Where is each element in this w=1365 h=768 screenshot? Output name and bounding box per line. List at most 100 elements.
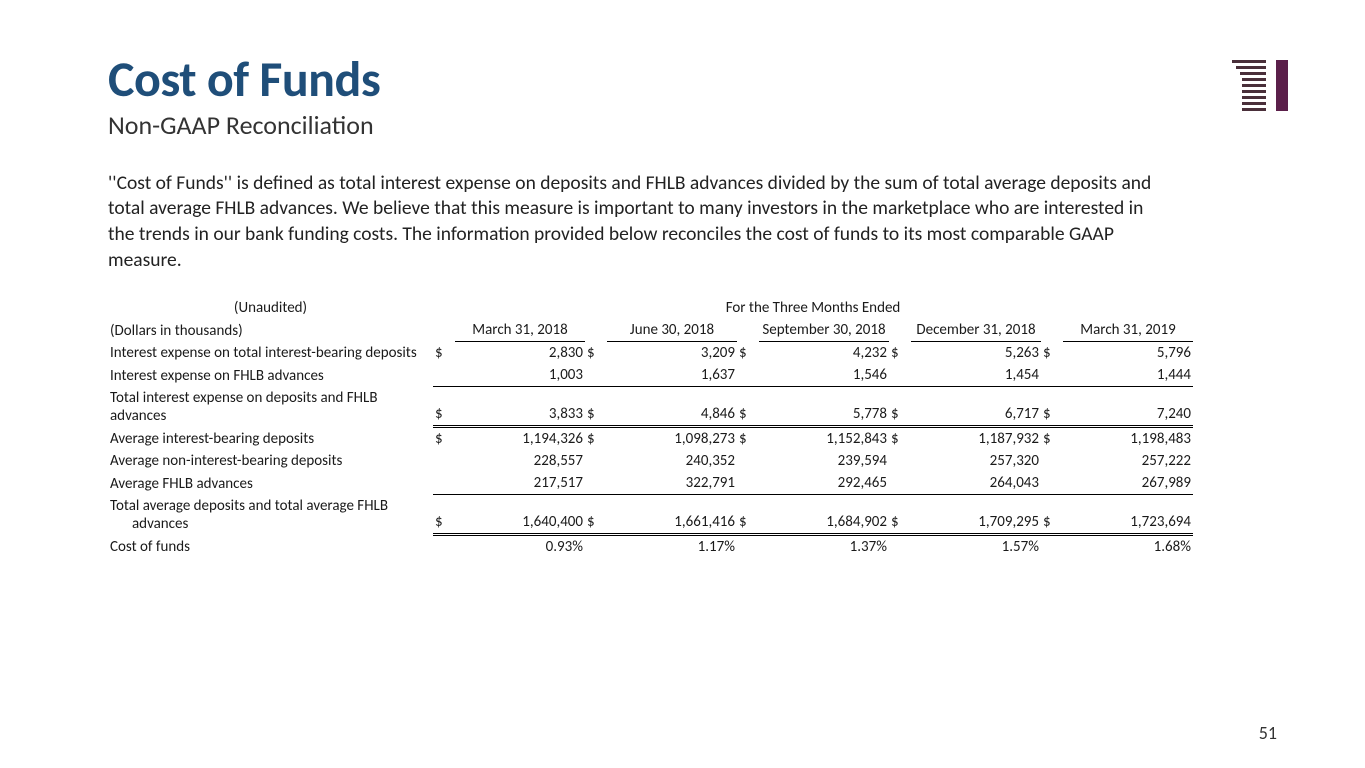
table-currency: $ xyxy=(1041,342,1063,365)
table-currency: $ xyxy=(585,427,607,451)
table-currency: $ xyxy=(585,387,607,427)
table-row-label: Interest expense on FHLB advances xyxy=(108,364,433,387)
table-currency: $ xyxy=(433,387,455,427)
table-currency xyxy=(433,364,455,387)
table-currency: $ xyxy=(889,495,911,535)
table-currency xyxy=(433,450,455,472)
table-value: 1.17% xyxy=(607,535,737,559)
table-row: Average interest-bearing deposits$ 1,194… xyxy=(108,427,1193,451)
table-currency xyxy=(889,535,911,559)
table-value: 264,043 xyxy=(911,472,1041,495)
table-cell xyxy=(889,319,911,342)
table-currency xyxy=(737,364,759,387)
table-value: 1,684,902 xyxy=(759,495,889,535)
description-paragraph: ''Cost of Funds'' is defined as total in… xyxy=(108,171,1158,274)
table-value: 5,796 xyxy=(1063,342,1193,365)
table-value: 217,517 xyxy=(455,472,585,495)
table-currency xyxy=(585,450,607,472)
table-currency: $ xyxy=(889,387,911,427)
table-currency: $ xyxy=(1041,427,1063,451)
page-title: Cost of Funds xyxy=(108,54,1260,107)
table-value: 292,465 xyxy=(759,472,889,495)
table-value: 257,222 xyxy=(1063,450,1193,472)
table-currency: $ xyxy=(737,387,759,427)
table-cell xyxy=(1041,319,1063,342)
table-cell xyxy=(737,319,759,342)
table-value: 6,717 xyxy=(911,387,1041,427)
table-row-label: Cost of funds xyxy=(108,535,433,559)
table-cell: (Unaudited) xyxy=(108,297,433,319)
table-value: 1,640,400 xyxy=(455,495,585,535)
table-value: 1,709,295 xyxy=(911,495,1041,535)
table-value: 1,454 xyxy=(911,364,1041,387)
table-currency xyxy=(737,450,759,472)
table-value: 1,152,843 xyxy=(759,427,889,451)
table-value: 239,594 xyxy=(759,450,889,472)
table-value: 4,846 xyxy=(607,387,737,427)
table-currency xyxy=(737,472,759,495)
table-row: Interest expense on total interest-beari… xyxy=(108,342,1193,365)
table-value: 3,833 xyxy=(455,387,585,427)
table-row: Total average deposits and total average… xyxy=(108,495,1193,535)
table-value: 5,778 xyxy=(759,387,889,427)
table-value: 228,557 xyxy=(455,450,585,472)
table-currency: $ xyxy=(433,342,455,365)
table-currency: $ xyxy=(1041,387,1063,427)
table-row-label: Total average deposits and total average… xyxy=(108,495,433,535)
table-cell xyxy=(585,319,607,342)
table-currency xyxy=(889,472,911,495)
table-cell xyxy=(433,319,455,342)
table-value: 257,320 xyxy=(911,450,1041,472)
page-number: 51 xyxy=(1259,722,1277,744)
company-logo-icon xyxy=(1232,60,1290,112)
table-value: 1,444 xyxy=(1063,364,1193,387)
table-value: 267,989 xyxy=(1063,472,1193,495)
table-value: 0.93% xyxy=(455,535,585,559)
table-value: 1,637 xyxy=(607,364,737,387)
table-currency xyxy=(889,450,911,472)
table-currency: $ xyxy=(585,342,607,365)
table-value: 1,198,483 xyxy=(1063,427,1193,451)
table-value: 3,209 xyxy=(607,342,737,365)
table-value: 4,232 xyxy=(759,342,889,365)
table-row-label: Total interest expense on deposits and F… xyxy=(108,387,433,427)
table-value: 1,194,326 xyxy=(455,427,585,451)
table-value: 322,791 xyxy=(607,472,737,495)
slide-container: Cost of Funds Non-GAAP Reconciliation ''… xyxy=(0,0,1365,768)
table-value: 5,263 xyxy=(911,342,1041,365)
table-value: 2,830 xyxy=(455,342,585,365)
table-currency xyxy=(1041,472,1063,495)
table-row: Cost of funds 0.93% 1.17% 1.37% 1.57% 1.… xyxy=(108,535,1193,559)
table-currency xyxy=(585,535,607,559)
table-currency: $ xyxy=(1041,495,1063,535)
table-value: 1.37% xyxy=(759,535,889,559)
table-currency xyxy=(889,364,911,387)
table-value: 1,661,416 xyxy=(607,495,737,535)
table-value: 1,546 xyxy=(759,364,889,387)
table-column-header: June 30, 2018 xyxy=(607,319,737,342)
table-currency: $ xyxy=(889,427,911,451)
table-currency xyxy=(433,535,455,559)
table-currency: $ xyxy=(737,495,759,535)
table-row: Interest expense on FHLB advances 1,003 … xyxy=(108,364,1193,387)
table-row: Average non-interest-bearing deposits 22… xyxy=(108,450,1193,472)
table-row: Average FHLB advances 217,517 322,791 29… xyxy=(108,472,1193,495)
table-currency xyxy=(737,535,759,559)
table-value: 1.68% xyxy=(1063,535,1193,559)
table-value: 1,098,273 xyxy=(607,427,737,451)
table-value: 1,003 xyxy=(455,364,585,387)
table-column-header: March 31, 2019 xyxy=(1063,319,1193,342)
table-period-header: For the Three Months Ended xyxy=(433,297,1193,319)
table-row-label: Average FHLB advances xyxy=(108,472,433,495)
table-value: 1,723,694 xyxy=(1063,495,1193,535)
table-currency xyxy=(1041,450,1063,472)
table-currency xyxy=(1041,364,1063,387)
table-column-header: March 31, 2018 xyxy=(455,319,585,342)
table-currency: $ xyxy=(889,342,911,365)
table-value: 7,240 xyxy=(1063,387,1193,427)
table-row-label: Average non-interest-bearing deposits xyxy=(108,450,433,472)
table-row-label: Interest expense on total interest-beari… xyxy=(108,342,433,365)
table-currency xyxy=(1041,535,1063,559)
table-currency: $ xyxy=(433,495,455,535)
table-currency: $ xyxy=(737,342,759,365)
